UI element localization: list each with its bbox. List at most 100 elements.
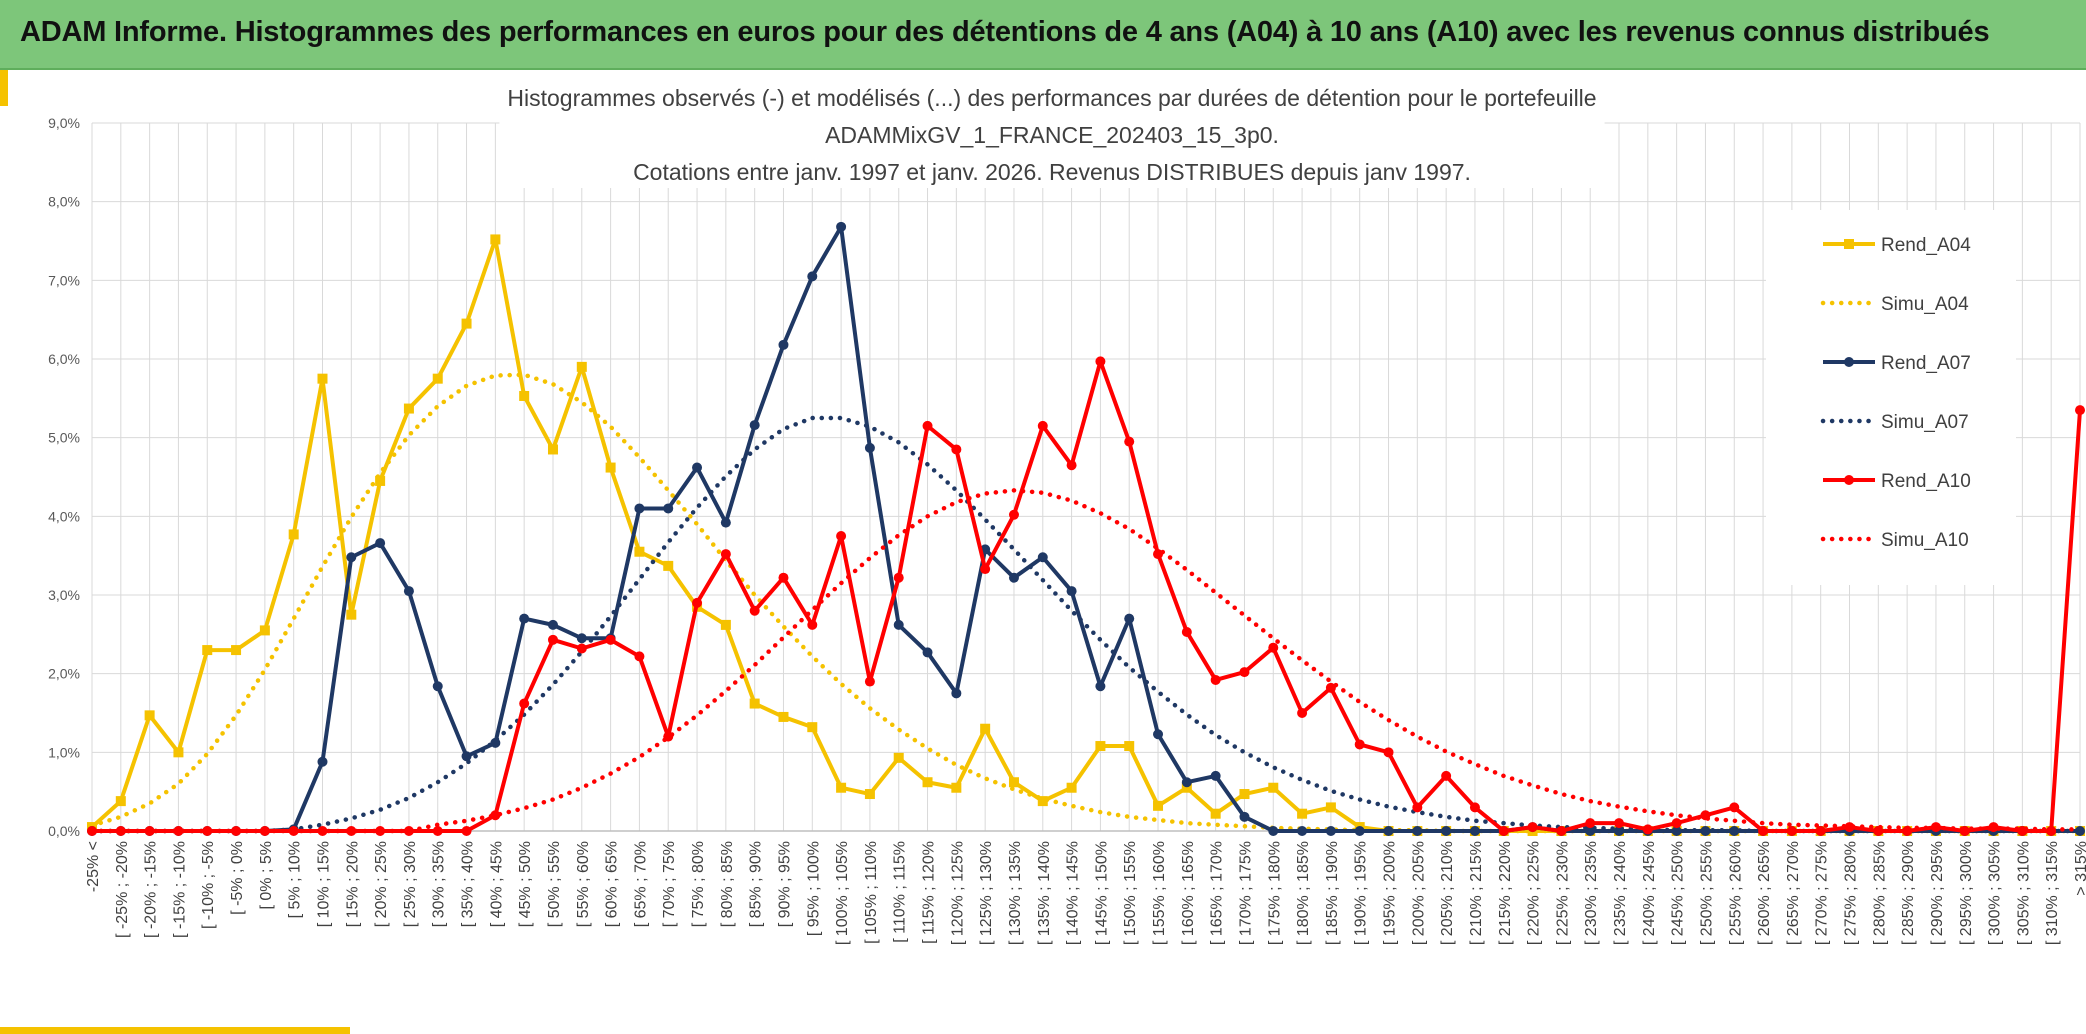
x-tick-label: [ 255% ; 260% [1727, 841, 1744, 945]
x-tick-label: [ -25% ; -20% [114, 841, 131, 938]
data-point-rend-a04 [461, 318, 472, 329]
data-point-rend-a10 [634, 651, 645, 662]
x-axis: -25% < [ -25% ; -20% [ -20% ; -15% [ -15% ;… [85, 841, 2086, 945]
series-line-simu-a10 [89, 488, 2083, 834]
data-point-rend-a04 [1268, 782, 1279, 793]
data-point-rend-a07 [1325, 826, 1336, 836]
x-tick-label: [ 55% ; 60% [575, 841, 592, 927]
data-point-rend-a07 [720, 517, 731, 528]
x-tick-label: [ 205% ; 210% [1439, 841, 1456, 945]
data-point-rend-a04 [1008, 777, 1019, 788]
data-point-rend-a04 [720, 619, 731, 630]
data-point-rend-a10 [519, 698, 530, 709]
data-point-rend-a10 [951, 444, 962, 455]
data-point-rend-a10 [605, 634, 616, 645]
data-point-rend-a04 [951, 782, 962, 793]
x-tick-label: [ 160% ; 165% [1180, 841, 1197, 945]
x-tick-label: [ 285% ; 290% [1900, 841, 1917, 945]
data-point-rend-a10 [1527, 822, 1538, 833]
x-tick-label: [ 235% ; 240% [1612, 841, 1629, 945]
data-point-rend-a10 [778, 572, 789, 583]
chart-title-line: Cotations entre janv. 1997 et janv. 2026… [633, 159, 1471, 185]
data-point-rend-a07 [1383, 826, 1394, 836]
data-point-rend-a07 [1239, 811, 1250, 822]
series-line-simu-a07 [89, 415, 2083, 834]
data-point-rend-a04 [346, 609, 357, 620]
data-point-rend-a04 [259, 625, 270, 636]
data-point-rend-a04 [576, 361, 587, 372]
x-tick-label: [ 220% ; 225% [1526, 841, 1543, 945]
x-tick-label: [ 140% ; 145% [1065, 841, 1082, 945]
chart-title-line: Histogrammes observés (-) et modélisés (… [507, 85, 1596, 111]
data-point-rend-a07 [1297, 826, 1308, 836]
data-point-rend-a10 [1729, 802, 1740, 813]
x-tick-label: [ 310% ; 315% [2044, 841, 2061, 945]
data-point-rend-a04 [634, 546, 645, 557]
data-point-rend-a04 [1124, 741, 1135, 752]
data-point-rend-a10 [1210, 674, 1221, 685]
data-point-rend-a04 [202, 645, 213, 656]
data-point-rend-a10 [461, 826, 472, 836]
data-point-rend-a07 [346, 552, 357, 563]
x-tick-label: [ 15% ; 20% [344, 841, 361, 927]
legend-label-rend-a07: Rend_A07 [1881, 353, 1971, 374]
x-tick-label: [ 190% ; 195% [1353, 841, 1370, 945]
data-point-rend-a07 [1354, 826, 1365, 836]
legend: Rend_A04 Simu_A04 Rend_A07 Simu_A07 Rend_A10… [1820, 235, 1971, 551]
data-point-rend-a04 [663, 560, 674, 571]
data-point-rend-a04 [807, 722, 818, 733]
x-tick-label: [ 305% ; 310% [2015, 841, 2032, 945]
x-tick-label: [ 50% ; 55% [546, 841, 563, 927]
data-point-rend-a10 [346, 826, 357, 836]
data-point-rend-a07 [922, 647, 933, 658]
data-point-rend-a07 [951, 688, 962, 699]
data-point-rend-a07 [749, 420, 760, 431]
x-tick-label: [ 165% ; 170% [1209, 841, 1226, 945]
y-tick-label: 2,0% [48, 666, 80, 682]
data-point-rend-a07 [1095, 681, 1106, 692]
data-point-rend-a10 [173, 826, 184, 836]
data-point-rend-a04 [749, 698, 760, 709]
accent-bar-left [0, 70, 8, 106]
x-tick-label: [ 45% ; 50% [517, 841, 534, 927]
x-tick-label: [ 5% ; 10% [287, 841, 304, 918]
x-tick-label: [ 65% ; 70% [632, 841, 649, 927]
x-tick-label: [ 115% ; 120% [921, 841, 938, 944]
data-point-rend-a07 [1268, 826, 1279, 836]
data-point-rend-a04 [547, 444, 558, 455]
chart-title-background [499, 82, 1605, 188]
data-point-rend-a04 [1181, 782, 1192, 793]
legend-marker-rend-a04 [1844, 239, 1854, 249]
data-point-rend-a07 [1153, 729, 1164, 740]
x-tick-label: [ 210% ; 215% [1468, 841, 1485, 945]
grid-lines [91, 122, 2081, 832]
data-point-rend-a10 [1786, 826, 1797, 836]
data-point-rend-a10 [1239, 667, 1250, 678]
data-point-rend-a10 [864, 676, 875, 687]
x-tick-label: [ 280% ; 285% [1871, 841, 1888, 945]
data-point-rend-a10 [2075, 405, 2085, 416]
x-tick-label: [ 270% ; 275% [1814, 841, 1831, 945]
data-point-rend-a07 [1124, 613, 1135, 624]
x-tick-label: [ 80% ; 85% [719, 841, 736, 927]
data-point-rend-a04 [490, 234, 501, 245]
data-point-rend-a10 [1614, 818, 1625, 829]
x-tick-label: [ 240% ; 245% [1641, 841, 1658, 945]
data-point-rend-a07 [836, 221, 847, 232]
data-point-rend-a07 [1412, 826, 1423, 836]
x-tick-label: [ 155% ; 160% [1151, 841, 1168, 945]
data-point-rend-a07 [893, 619, 904, 630]
legend-label-simu-a10: Simu_A10 [1881, 530, 1969, 551]
data-point-rend-a04 [922, 777, 933, 788]
data-point-rend-a04 [144, 710, 155, 721]
data-point-rend-a04 [288, 529, 299, 540]
x-tick-label: [ 195% ; 200% [1382, 841, 1399, 945]
x-tick-label: [ 130% ; 135% [1007, 841, 1024, 945]
data-point-rend-a10 [1066, 460, 1077, 471]
data-point-rend-a04 [980, 723, 991, 734]
y-tick-label: 0,0% [48, 823, 80, 839]
data-point-rend-a04 [1210, 808, 1221, 819]
x-tick-label: [ 25% ; 30% [402, 841, 419, 927]
x-tick-label: -25% < [85, 841, 102, 892]
data-point-rend-a04 [317, 373, 328, 384]
